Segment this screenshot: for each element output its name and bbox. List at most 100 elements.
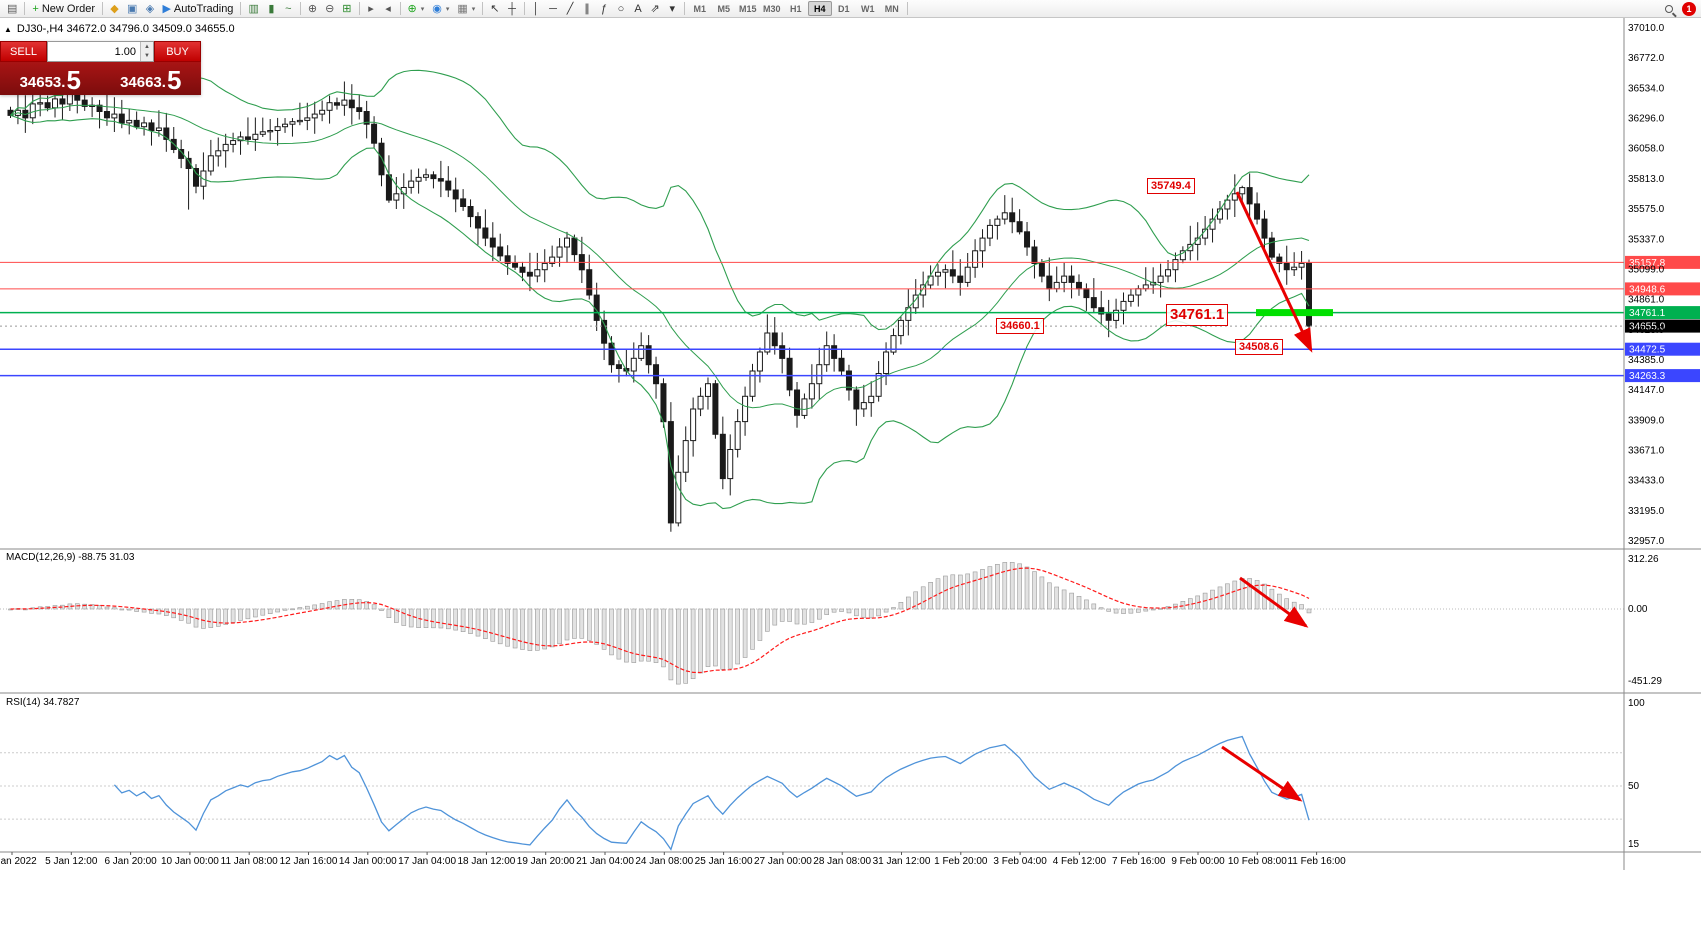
timeframe-button-m15[interactable]: M15	[738, 3, 757, 14]
sell-price-big-digit: 5	[66, 65, 81, 95]
channel-icon: ∥	[584, 2, 590, 15]
timeframe-button-h4[interactable]: H4	[807, 1, 832, 16]
line-chart-button[interactable]: ~	[280, 1, 297, 17]
text-button[interactable]: A	[630, 1, 647, 17]
indicators-button[interactable]: ⊕ ▾	[404, 1, 429, 17]
resistance-line-1-tag	[1625, 255, 1700, 269]
new-order-button-label: New Order	[41, 2, 96, 15]
collapse-triangle-icon[interactable]: ▲	[4, 24, 12, 34]
sell-button[interactable]: SELL	[0, 41, 47, 62]
sell-price-display[interactable]: 34653. 5	[0, 62, 101, 95]
bar-chart-icon: ▥	[248, 2, 259, 15]
timeframe-button-d1[interactable]: D1	[837, 3, 850, 14]
objects-dropdown-button[interactable]: ▾	[664, 1, 681, 17]
autotrading-play-icon: ▶	[162, 2, 171, 15]
auto-scroll-icon: ▸	[368, 2, 374, 15]
time-axis-label: 6 Jan 20:00	[104, 856, 157, 867]
price-axis-label: 36534.0	[1628, 83, 1665, 94]
tile-windows-button[interactable]: ⊞	[338, 1, 355, 17]
time-axis-label: 18 Jan 12:00	[457, 856, 515, 867]
metaeditor-button[interactable]: ◈	[141, 1, 158, 17]
toolbar-separator	[240, 2, 242, 15]
price-axis-label: 32957.0	[1628, 536, 1665, 547]
zoom-in-button[interactable]: ⊕	[304, 1, 321, 17]
zoom-in-icon: ⊕	[307, 2, 318, 15]
rsi-indicator-label: RSI(14) 34.7827	[4, 697, 82, 708]
time-axis-label: 12 Jan 16:00	[280, 856, 338, 867]
price-axis-label: 37010.0	[1628, 23, 1665, 34]
one-click-price-row: 34653. 5 34663. 5	[0, 62, 201, 95]
macd-indicator-label: MACD(12,26,9) -88.75 31.03	[4, 552, 137, 563]
macd-axis-label: 0.00	[1628, 604, 1648, 615]
chart-shift-icon: ◂	[385, 2, 391, 15]
indicators-plus-icon: ⊕	[407, 2, 417, 15]
key-level-line-tag	[1625, 306, 1700, 320]
buy-button[interactable]: BUY	[154, 41, 201, 62]
breakdown-price-label[interactable]: 34508.6	[1235, 339, 1283, 355]
horizontal-line-button[interactable]: ─	[545, 1, 562, 17]
chart-shift-button[interactable]: ◂	[380, 1, 397, 17]
lot-size-field[interactable]: 1.00 ▲ ▼	[47, 41, 154, 62]
zoom-out-button[interactable]: ⊖	[321, 1, 338, 17]
timeframe-button-w1[interactable]: W1	[860, 3, 875, 14]
timeframe-button-m1[interactable]: M1	[693, 3, 706, 14]
channel-button[interactable]: ∥	[579, 1, 596, 17]
peak-price-label[interactable]: 35749.4	[1147, 178, 1195, 194]
trendline-icon: ╱	[566, 2, 574, 15]
bar-chart-button[interactable]: ▥	[244, 1, 262, 17]
notification-badge[interactable]: 1	[1682, 1, 1696, 16]
global-variables-button[interactable]: ▣	[123, 1, 141, 17]
lot-size-value: 1.00	[114, 45, 136, 58]
chart-canvas[interactable]: 35157.8 34948.6 34761.1 34472.5 34263.3 34655…	[0, 18, 1701, 870]
shapes-button[interactable]: ○	[613, 1, 630, 17]
resistance-line-2-tag	[1625, 282, 1700, 296]
lot-increase-button[interactable]: ▲	[141, 42, 153, 52]
rsi-line	[113, 735, 1310, 851]
new-order-plus-icon: +	[32, 2, 39, 15]
toolbar-separator	[299, 2, 301, 15]
fibonacci-button[interactable]: ƒ	[596, 1, 613, 17]
trendline-button[interactable]: ╱	[562, 1, 579, 17]
rsi-axis-label: 100	[1628, 698, 1645, 709]
candlestick-chart-button[interactable]: ▮	[263, 1, 280, 17]
cursor-button[interactable]: ↖	[486, 1, 503, 17]
tile-windows-icon: ⊞	[342, 2, 352, 15]
auto-scroll-button[interactable]: ▸	[363, 1, 380, 17]
toolbar-separator	[482, 2, 484, 15]
horizontal-line-icon: ─	[549, 2, 557, 15]
crosshair-button[interactable]: ┼	[504, 1, 521, 17]
swing-low-price-label[interactable]: 34660.1	[996, 318, 1044, 334]
history-center-button[interactable]: ◆	[106, 1, 123, 17]
buy-price-display[interactable]: 34663. 5	[100, 62, 201, 95]
search-button[interactable]	[1660, 1, 1677, 17]
macd-axis-label: -451.29	[1628, 676, 1662, 687]
bollinger-upper-band	[10, 69, 1310, 331]
indicators-button-dropdown-icon: ▾	[420, 5, 425, 13]
timeframe-button-m5[interactable]: M5	[717, 3, 730, 14]
key-level-price-label[interactable]: 34761.1	[1166, 304, 1229, 326]
timeframe-button-h1[interactable]: H1	[789, 3, 802, 14]
lot-decrease-button[interactable]: ▼	[141, 51, 153, 61]
main-chart-down-arrow[interactable]	[1235, 191, 1313, 353]
support-line-1-tag-text: 34472.5	[1629, 345, 1666, 356]
new-order-button[interactable]: + New Order	[28, 1, 99, 17]
history-center-icon: ◆	[110, 2, 119, 15]
time-axis-label: 10 Jan 00:00	[161, 856, 219, 867]
time-axis-label: 10 Feb 08:00	[1228, 856, 1287, 867]
arrows-object-button[interactable]: ⇗	[647, 1, 664, 17]
profiles-button[interactable]: ◉ ▾	[428, 1, 453, 17]
vertical-line-button[interactable]: │	[528, 1, 545, 17]
time-axis-label: 25 Jan 16:00	[695, 856, 753, 867]
time-axis-label: 3 Feb 04:00	[993, 856, 1047, 867]
templates-button[interactable]: ▦ ▾	[453, 1, 479, 17]
charts-window-button[interactable]: ▤	[3, 1, 21, 17]
macd-down-arrow[interactable]	[1239, 576, 1309, 628]
time-axis-label: 27 Jan 00:00	[754, 856, 812, 867]
timeframe-button-m30[interactable]: M30	[762, 3, 781, 14]
timeframe-button-mn[interactable]: MN	[884, 3, 899, 14]
bollinger-lower-band	[10, 114, 1310, 510]
rsi-down-arrow[interactable]	[1221, 745, 1303, 802]
autotrading-button[interactable]: ▶ AutoTrading	[158, 1, 237, 17]
price-axis-label: 34385.0	[1628, 355, 1665, 366]
toolbar-separator	[102, 2, 104, 15]
